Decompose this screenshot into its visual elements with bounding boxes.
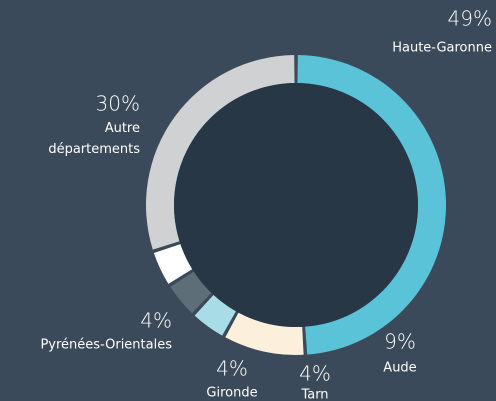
label-line: départements [48,142,140,157]
donut-segment [170,271,212,314]
category-label: Gironde [206,386,257,401]
category-label: Tarn [300,388,328,401]
value-label: 4% [299,362,331,386]
category-label: Pyrénées-Orientales [40,338,172,353]
value-label: 30% [96,92,140,116]
label-line: Autre [105,121,140,136]
value-label: 4% [216,357,248,381]
category-label: Aude [383,361,416,376]
donut-segment [194,294,236,336]
donut-segment [153,244,193,284]
value-label: 4% [140,309,172,333]
donut-segment [225,312,304,355]
value-label: 49% [448,7,492,31]
category-label: Haute-Garonne [392,41,492,56]
value-label: 9% [384,330,416,354]
donut-segment [146,55,295,250]
donut-hole [174,83,418,327]
category-label: Autre départements [48,121,140,157]
donut-segment [297,55,446,355]
